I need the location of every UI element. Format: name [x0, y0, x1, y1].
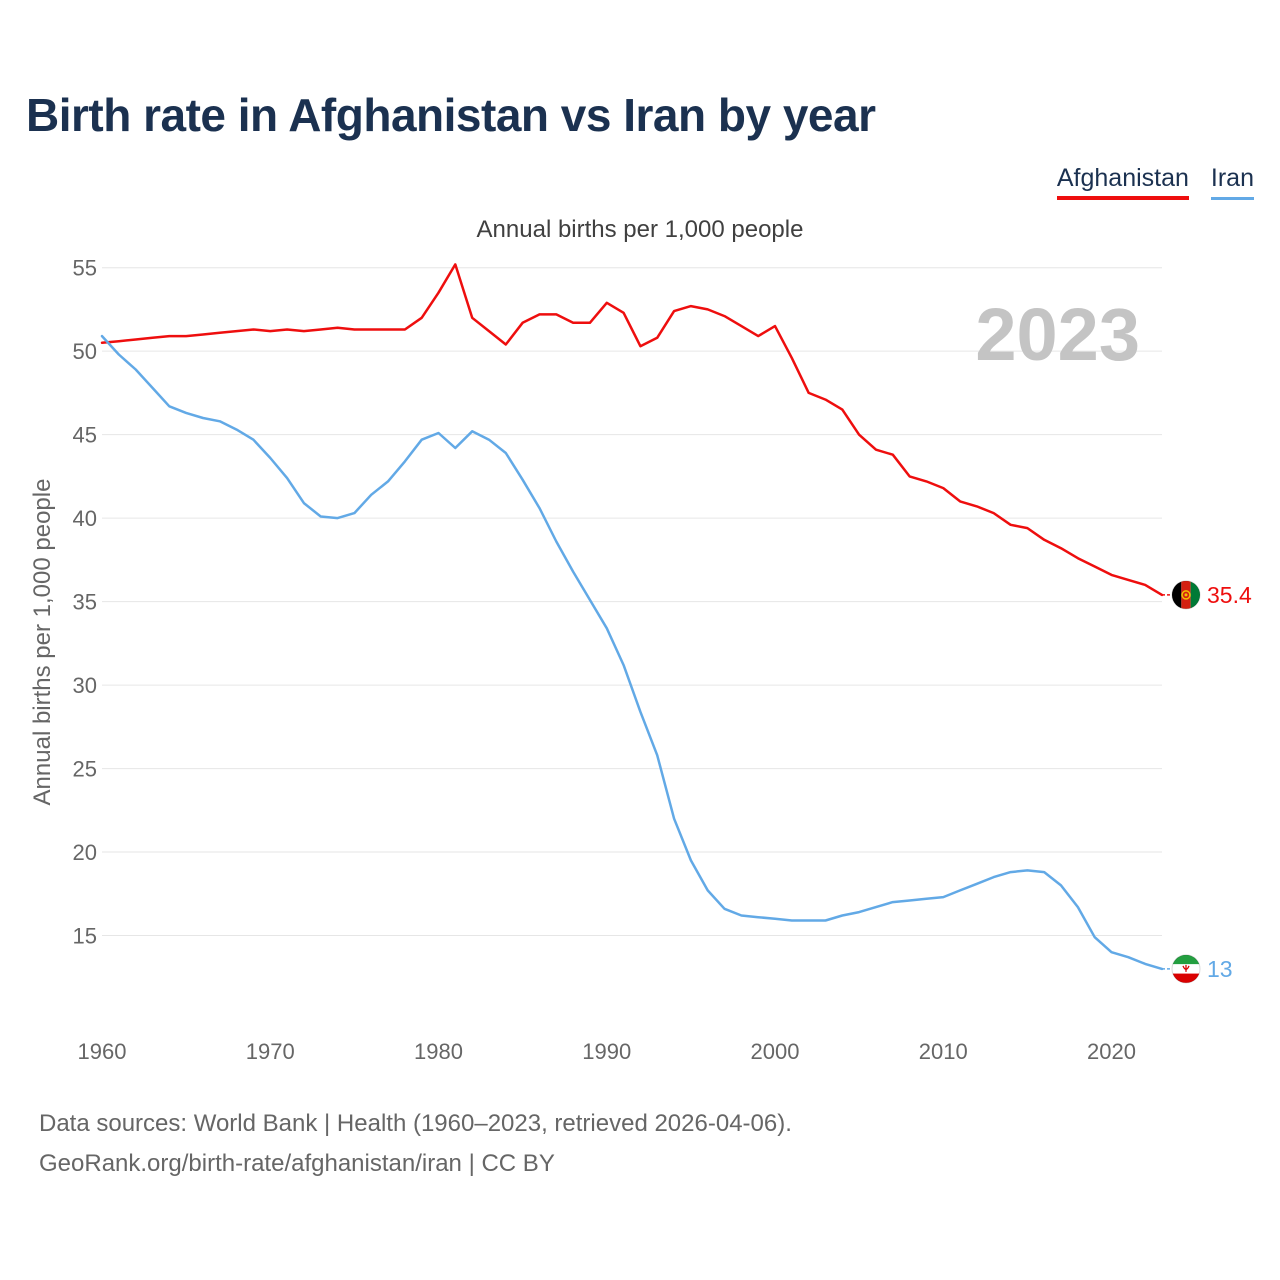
y-tick-label: 40: [73, 506, 97, 531]
end-value-label-afghanistan: 35.4: [1207, 582, 1252, 608]
end-value-label-iran: 13: [1207, 956, 1233, 982]
page-title: Birth rate in Afghanistan vs Iran by yea…: [26, 89, 876, 141]
footer-sources: Data sources: World Bank | Health (1960–…: [39, 1110, 792, 1137]
x-tick-label: 1970: [246, 1039, 295, 1064]
y-tick-label: 30: [73, 673, 97, 698]
end-markers: 35.4 13: [1162, 580, 1252, 984]
legend-item-iran[interactable]: Iran: [1210, 164, 1254, 200]
x-axis-ticks: 1960 1970 1980 1990 2000 2010 2020: [78, 1039, 1136, 1064]
legend: Afghanistan Iran: [1056, 164, 1254, 200]
iran-flag-icon: [1171, 954, 1201, 984]
x-tick-label: 1960: [78, 1039, 127, 1064]
series-line-iran: [100, 334, 1164, 971]
y-tick-label: 15: [73, 924, 97, 949]
x-tick-label: 2000: [751, 1039, 800, 1064]
line-chart: 15 20 25 30 35 40 45 50 55 1960 1970 1980 1990 2000 2…: [29, 256, 1252, 1064]
series-line-afghanistan: [100, 263, 1164, 597]
y-axis-ticks: 15 20 25 30 35 40 45 50 55: [73, 256, 97, 949]
current-year-label: 2023: [975, 293, 1140, 376]
y-axis-title: Annual births per 1,000 people: [29, 479, 56, 806]
grid-lines: [102, 267, 1162, 937]
y-tick-label: 25: [73, 757, 97, 782]
x-tick-label: 2020: [1087, 1039, 1136, 1064]
footer: Data sources: World Bank | Health (1960–…: [39, 1104, 792, 1184]
legend-item-afghanistan[interactable]: Afghanistan: [1056, 164, 1189, 200]
y-tick-label: 45: [73, 423, 97, 448]
y-tick-label: 20: [73, 840, 97, 865]
x-tick-label: 1980: [414, 1039, 463, 1064]
x-tick-label: 2010: [919, 1039, 968, 1064]
y-tick-label: 55: [73, 256, 97, 281]
y-tick-label: 50: [73, 339, 97, 364]
footer-attribution: GeoRank.org/birth-rate/afghanistan/iran …: [39, 1150, 555, 1177]
chart-subtitle: Annual births per 1,000 people: [476, 216, 804, 243]
x-tick-label: 1990: [582, 1039, 631, 1064]
afghanistan-flag-icon: [1171, 580, 1201, 610]
y-tick-label: 35: [73, 590, 97, 615]
series-lines: [100, 263, 1164, 971]
